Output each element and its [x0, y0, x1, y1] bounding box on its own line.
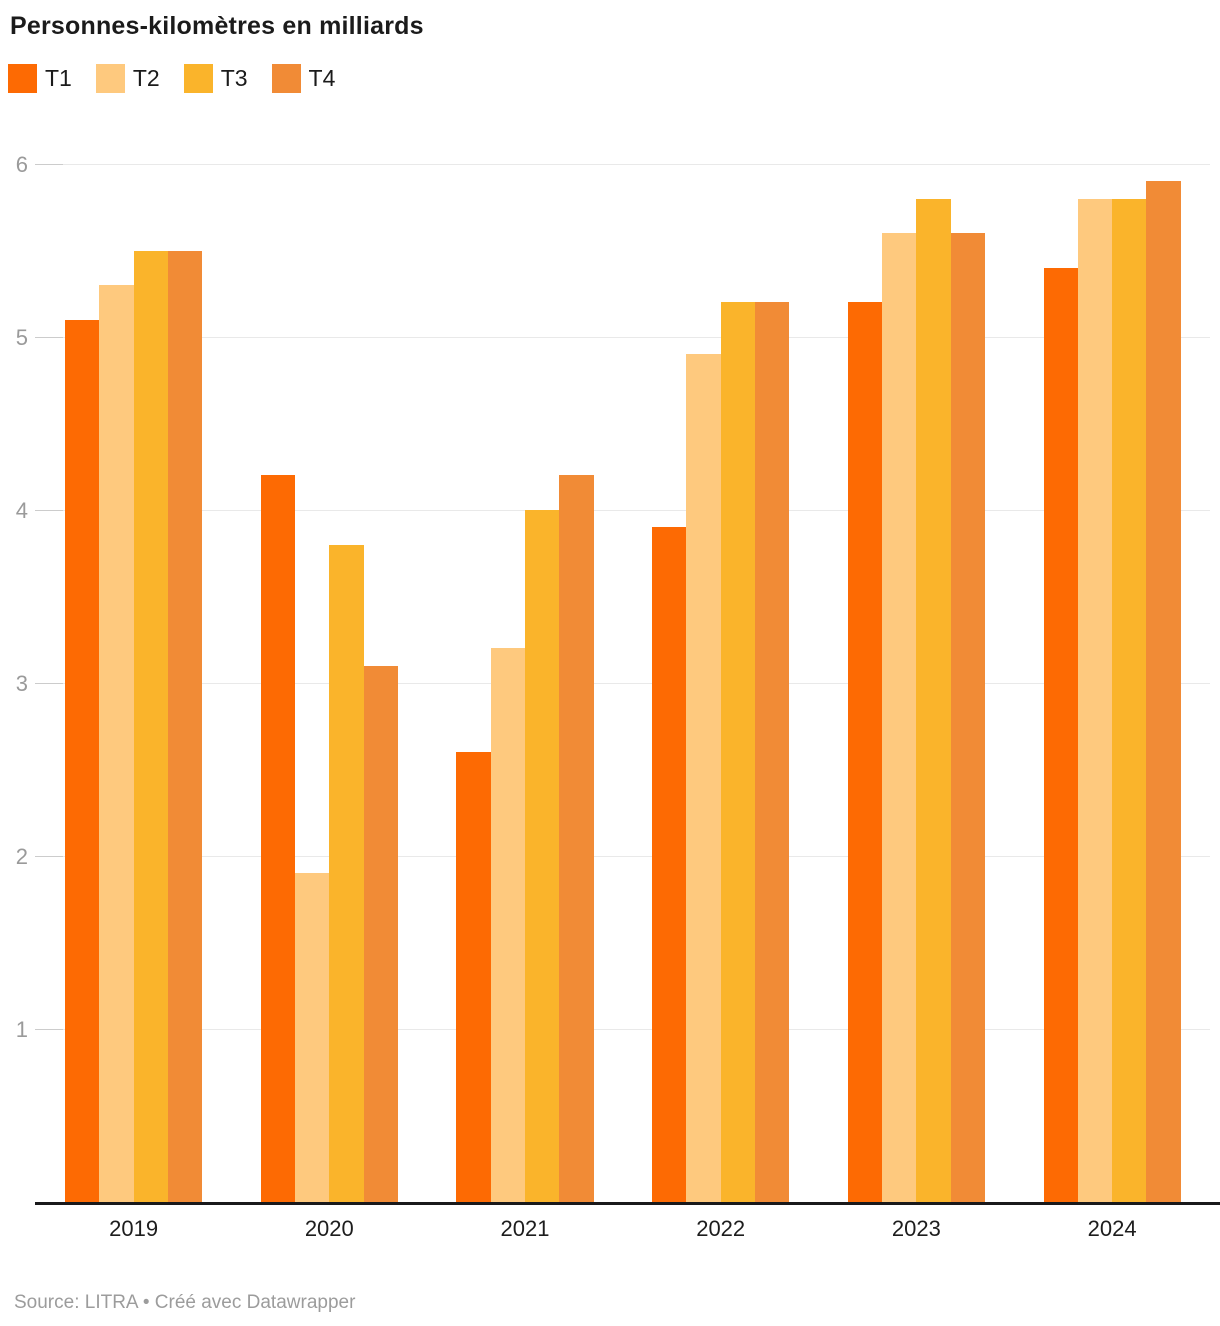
y-axis-label-5: 5 [15, 325, 28, 350]
y-axis-label-1: 1 [15, 1017, 28, 1042]
bar-2020-t1[interactable] [260, 475, 295, 1202]
y-axis-label-4: 4 [15, 498, 28, 523]
bar-2024-t2[interactable] [1077, 198, 1113, 1202]
x-axis-line [35, 1202, 1220, 1205]
legend: T1 T2 T3 T4 [8, 64, 335, 93]
bar-2024-t3[interactable] [1112, 198, 1147, 1202]
gridline-6 [35, 164, 1210, 165]
gridline-2 [35, 856, 1210, 857]
y-axis-label-6: 6 [15, 152, 28, 177]
legend-swatch-t4 [271, 64, 301, 93]
bar-2024-t1[interactable] [1043, 267, 1078, 1202]
x-axis-label-2019: 2019 [109, 1216, 159, 1241]
legend-swatch-t2 [95, 64, 125, 93]
x-axis-label-2022: 2022 [696, 1216, 746, 1241]
bar-2023-t3[interactable] [916, 198, 951, 1202]
source-note: Source: LITRA • Créé avec Datawrapper [14, 1292, 356, 1313]
bar-2021-t1[interactable] [456, 752, 491, 1202]
y-tick-6 [35, 164, 63, 165]
y-tick-4 [35, 510, 63, 511]
legend-label: T2 [132, 65, 160, 91]
y-tick-5 [35, 337, 63, 338]
legend-item-t3: T3 [183, 64, 248, 93]
bar-2021-t3[interactable] [525, 510, 560, 1202]
legend-label: T1 [45, 65, 72, 91]
bar-2019-t4[interactable] [167, 250, 203, 1202]
bar-2022-t3[interactable] [720, 302, 755, 1202]
legend-swatch-t1 [8, 64, 37, 93]
y-tick-3 [35, 683, 63, 684]
gridline-5 [35, 337, 1210, 338]
y-axis-label-2: 2 [15, 844, 28, 869]
bar-2021-t2[interactable] [490, 648, 525, 1202]
legend-item-t4: T4 [271, 64, 336, 93]
bar-2020-t4[interactable] [363, 665, 398, 1202]
bar-2019-t2[interactable] [99, 285, 134, 1202]
bar-2022-t2[interactable] [686, 354, 721, 1202]
bar-2022-t1[interactable] [652, 527, 687, 1202]
legend-label: T4 [308, 65, 336, 91]
gridline-3 [35, 683, 1210, 684]
x-axis-label-2021: 2021 [500, 1216, 550, 1241]
bar-2019-t3[interactable] [133, 250, 168, 1202]
bar-2023-t4[interactable] [950, 233, 985, 1202]
legend-swatch-t3 [183, 64, 213, 93]
bar-2020-t2[interactable] [295, 873, 330, 1202]
y-tick-2 [35, 856, 63, 857]
legend-item-t1: T1 [8, 64, 72, 93]
bar-2019-t1[interactable] [65, 319, 100, 1202]
x-axis-label-2023: 2023 [891, 1216, 941, 1241]
chart-title: Personnes-kilomètres en milliards [10, 12, 424, 40]
bar-2022-t4[interactable] [755, 302, 790, 1202]
y-axis-label-3: 3 [15, 671, 28, 696]
bar-2024-t4[interactable] [1146, 181, 1181, 1202]
legend-label: T3 [220, 65, 248, 91]
gridline-4 [35, 510, 1210, 511]
bar-2021-t4[interactable] [559, 475, 594, 1202]
x-axis-label-2024: 2024 [1087, 1216, 1137, 1241]
bar-2023-t1[interactable] [847, 302, 883, 1202]
x-axis-label-2020: 2020 [304, 1216, 354, 1241]
bar-2020-t3[interactable] [329, 544, 364, 1202]
gridline-1 [35, 1029, 1210, 1030]
bar-2023-t2[interactable] [882, 233, 917, 1202]
y-tick-1 [35, 1029, 63, 1030]
legend-item-t2: T2 [95, 64, 160, 93]
